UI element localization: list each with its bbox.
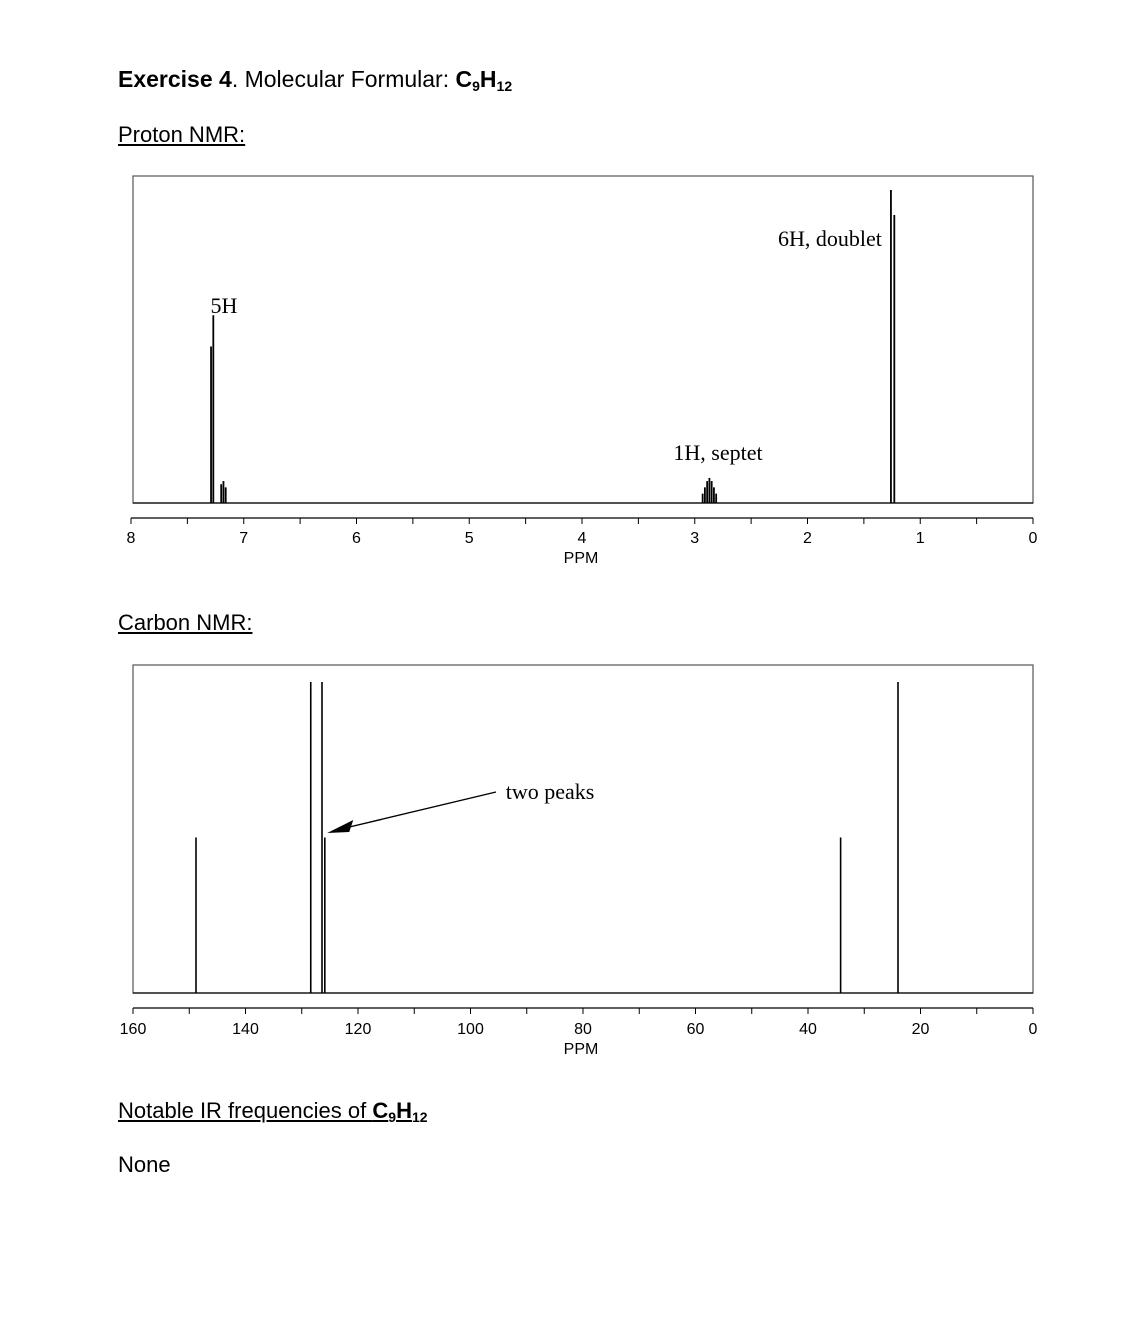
two-peaks-arrow-line	[345, 791, 497, 829]
ir-formula-h-sub: 12	[411, 1109, 428, 1125]
two-peaks-arrow-head	[327, 820, 354, 833]
carbon-nmr-xlabel: PPM	[564, 1041, 599, 1058]
carbon-nmr-annotation-0: two peaks	[506, 779, 595, 804]
proton-nmr-label: Proton NMR:	[118, 122, 246, 147]
ir-formula: C9H12	[372, 1098, 428, 1125]
proton-nmr-tick-label-2: 2	[803, 530, 812, 547]
carbon-nmr-tick-label-120: 120	[345, 1021, 372, 1038]
formula-h: H	[479, 66, 497, 92]
proton-nmr-annotation-1: 1H, septet	[673, 440, 762, 465]
proton-nmr-tick-label-7: 7	[239, 530, 248, 547]
exercise-heading: Exercise 4. Molecular Formular: C9H12	[118, 66, 512, 94]
ir-formula-h: H	[396, 1098, 412, 1123]
carbon-nmr-tick-label-100: 100	[457, 1021, 484, 1038]
proton-nmr-tick-label-4: 4	[578, 530, 587, 547]
ir-heading: Notable IR frequencies of C9H12	[118, 1098, 428, 1125]
formula-h-sub: 12	[496, 78, 513, 94]
ir-formula-c: C	[372, 1098, 389, 1123]
formula-c: C	[455, 66, 473, 92]
proton-nmr-tick-label-1: 1	[916, 530, 925, 547]
carbon-nmr-tick-label-40: 40	[799, 1021, 817, 1038]
exercise-title: . Molecular Formular:	[231, 66, 456, 92]
ir-value: None	[118, 1152, 171, 1177]
carbon-nmr-tick-label-0: 0	[1029, 1021, 1038, 1038]
proton-nmr-xlabel: PPM	[564, 550, 599, 567]
proton-nmr-tick-label-0: 0	[1029, 530, 1038, 547]
ir-heading-text: Notable IR frequencies of	[118, 1098, 373, 1123]
carbon-nmr-tick-label-160: 160	[120, 1021, 147, 1038]
proton-nmr-tick-label-6: 6	[352, 530, 361, 547]
proton-nmr-tick-label-8: 8	[127, 530, 136, 547]
carbon-nmr-label: Carbon NMR:	[118, 610, 253, 635]
carbon-nmr-tick-label-60: 60	[687, 1021, 705, 1038]
proton-nmr-tick-label-3: 3	[690, 530, 699, 547]
proton-nmr-tick-label-5: 5	[465, 530, 474, 547]
proton-nmr-annotation-2: 6H, doublet	[778, 226, 882, 251]
carbon-nmr-tick-label-80: 80	[574, 1021, 592, 1038]
carbon-nmr-tick-label-140: 140	[232, 1021, 259, 1038]
proton-nmr-annotation-0: 5H	[211, 293, 238, 318]
ir-formula-c-sub: 9	[388, 1109, 397, 1125]
proton-nmr-frame	[132, 175, 1034, 504]
exercise-label: Exercise 4	[118, 66, 232, 92]
formula-c-sub: 9	[472, 78, 480, 94]
molecular-formula: C9H12	[455, 66, 513, 94]
carbon-nmr-tick-label-20: 20	[912, 1021, 930, 1038]
